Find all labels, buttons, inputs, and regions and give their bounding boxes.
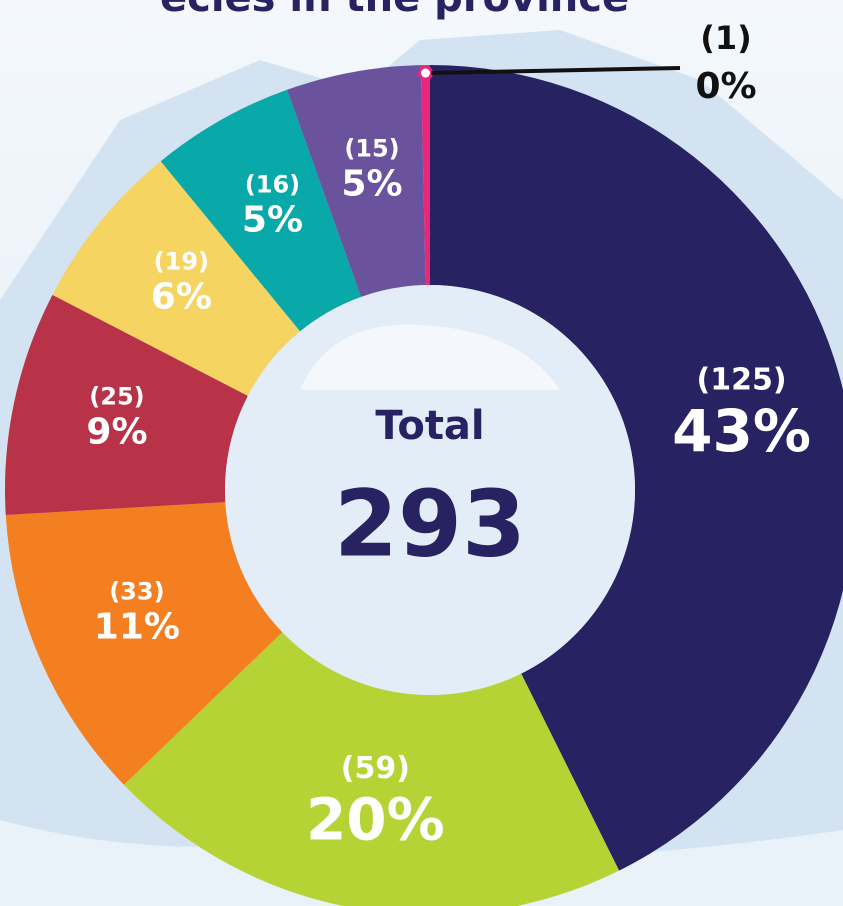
percent-label: 20% [306,785,445,853]
count-label: (19) [154,248,209,276]
count-label: (33) [109,577,164,605]
center-total: 293 [334,470,526,577]
percent-label: 11% [94,606,180,647]
count-label: (25) [89,383,144,411]
count-label: (59) [341,751,410,786]
percent-label: 9% [86,412,147,453]
count-label: (125) [697,362,787,397]
percent-label: 0% [695,66,756,107]
percent-label: 5% [341,163,402,204]
count-label: (15) [344,134,399,162]
center-label: Total [375,403,484,449]
count-label: (1) [700,19,752,57]
percent-label: 5% [242,199,303,240]
count-label: (16) [245,170,300,198]
percent-label: 43% [672,397,811,465]
leader-dot [420,67,432,79]
chart: ecies in the province Total 293 (125)43%… [0,0,843,906]
chart-title: ecies in the province [160,0,629,21]
page: {"chart_data": {"type": "donut", "title"… [0,0,843,906]
percent-label: 6% [151,277,212,318]
